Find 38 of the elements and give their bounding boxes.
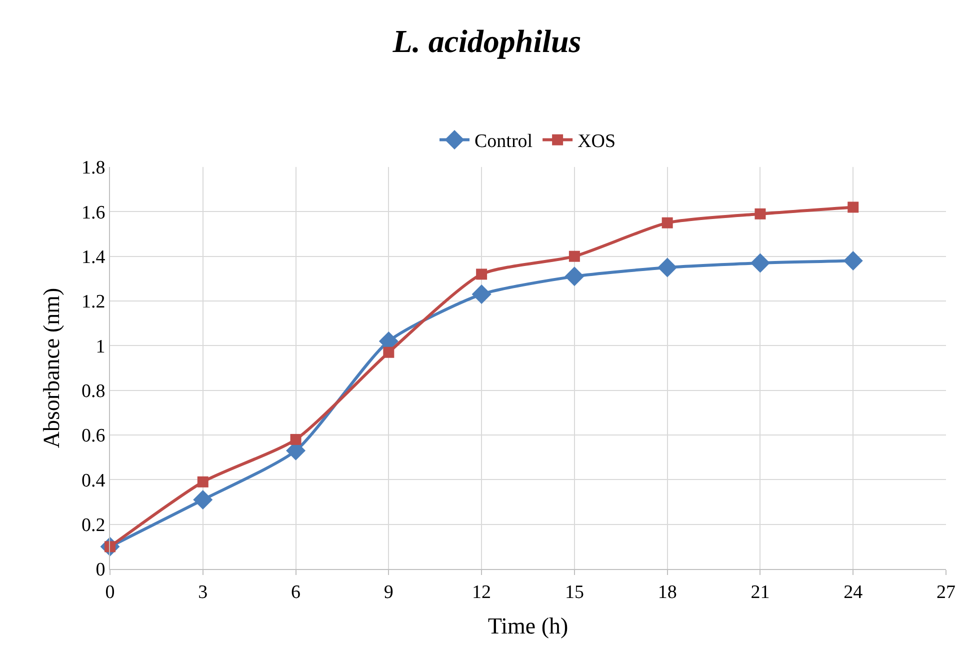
point xyxy=(848,202,859,213)
point xyxy=(197,476,208,488)
y-tick-label: 0.6 xyxy=(81,426,106,447)
x-tick-label: 12 xyxy=(472,582,492,603)
y-tick-label: 0 xyxy=(96,560,106,581)
point xyxy=(383,346,394,358)
y-tick-label: 0.8 xyxy=(81,380,106,402)
legend-label: XOS xyxy=(578,131,616,152)
y-tick-label: 1.8 xyxy=(81,158,106,179)
y-tick-label: 0.4 xyxy=(81,470,106,492)
x-tick-label: 15 xyxy=(564,582,584,603)
x-tick-label: 24 xyxy=(844,582,864,603)
y-tick-label: 1.2 xyxy=(81,292,106,313)
point xyxy=(472,284,492,304)
point xyxy=(568,250,580,262)
y-tick-label: 1.6 xyxy=(81,202,106,224)
x-tick-label: 21 xyxy=(750,582,770,603)
point xyxy=(750,253,770,273)
point xyxy=(476,268,488,280)
x-axis-title: Time (h) xyxy=(488,613,568,638)
chart-title: L. acidophilus xyxy=(392,22,582,59)
y-tick-label: 1.4 xyxy=(81,246,106,268)
y-tick-label: 1 xyxy=(96,336,106,358)
x-tick-label: 27 xyxy=(936,582,956,603)
point xyxy=(843,251,863,271)
point xyxy=(754,208,766,220)
x-tick-label: 3 xyxy=(198,582,208,603)
y-tick-label: 0.2 xyxy=(81,514,106,536)
point xyxy=(193,490,213,510)
point xyxy=(662,217,673,228)
x-tick-label: 18 xyxy=(658,582,677,603)
legend-label: Control xyxy=(474,131,533,152)
point xyxy=(564,266,584,286)
point xyxy=(658,258,678,278)
point xyxy=(290,434,302,445)
x-tick-label: 6 xyxy=(291,582,301,603)
y-axis-title: Absorbance (nm) xyxy=(38,288,64,448)
x-tick-label: 9 xyxy=(384,582,394,603)
